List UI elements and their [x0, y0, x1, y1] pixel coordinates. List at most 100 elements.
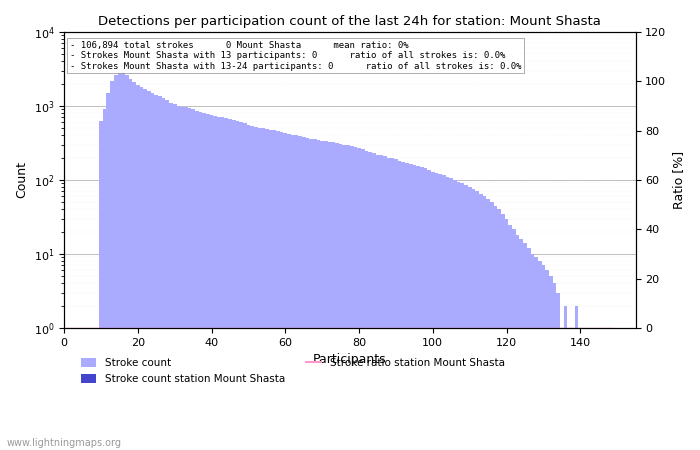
- Bar: [531, 254, 534, 450]
- Bar: [140, 87, 143, 450]
- Bar: [225, 118, 228, 450]
- Bar: [162, 98, 165, 450]
- Bar: [287, 134, 290, 450]
- Bar: [342, 144, 346, 450]
- Bar: [578, 328, 582, 450]
- Bar: [420, 167, 424, 450]
- Bar: [346, 145, 350, 450]
- Bar: [284, 133, 287, 450]
- Bar: [350, 146, 354, 450]
- Bar: [538, 261, 542, 450]
- Bar: [552, 284, 557, 450]
- Bar: [114, 75, 118, 450]
- Title: Detections per participation count of the last 24h for station: Mount Shasta: Detections per participation count of th…: [99, 15, 601, 28]
- Bar: [542, 266, 545, 450]
- Bar: [321, 141, 324, 450]
- Bar: [560, 328, 564, 450]
- Bar: [372, 153, 376, 450]
- Bar: [582, 328, 586, 450]
- Bar: [427, 170, 431, 450]
- Bar: [147, 91, 150, 450]
- Bar: [461, 183, 464, 450]
- Bar: [508, 225, 512, 450]
- Bar: [295, 135, 298, 450]
- Bar: [158, 96, 162, 450]
- Bar: [298, 136, 302, 450]
- Bar: [121, 72, 125, 450]
- Text: www.lightningmaps.org: www.lightningmaps.org: [7, 437, 122, 447]
- Bar: [110, 81, 114, 450]
- Bar: [512, 229, 516, 450]
- Bar: [272, 130, 276, 450]
- Bar: [376, 155, 379, 450]
- Bar: [571, 328, 575, 450]
- Bar: [118, 73, 121, 450]
- Bar: [235, 122, 239, 450]
- Stroke ratio station Mount Shasta: [347, 325, 356, 331]
- Bar: [475, 191, 479, 450]
- Bar: [549, 276, 552, 450]
- Stroke ratio station Mount Shasta: [370, 325, 378, 331]
- Bar: [217, 117, 220, 450]
- Bar: [261, 128, 265, 450]
- Bar: [402, 162, 405, 450]
- Stroke ratio station Mount Shasta: [513, 325, 522, 331]
- Bar: [379, 155, 383, 450]
- Bar: [556, 292, 560, 450]
- Bar: [519, 239, 523, 450]
- Bar: [497, 209, 501, 450]
- Bar: [106, 93, 110, 450]
- Bar: [438, 174, 442, 450]
- Bar: [103, 109, 106, 450]
- Bar: [309, 139, 313, 450]
- Bar: [125, 75, 129, 450]
- Bar: [302, 137, 306, 450]
- Bar: [494, 206, 497, 450]
- Bar: [173, 104, 176, 450]
- Bar: [409, 164, 412, 450]
- Bar: [449, 178, 453, 450]
- Bar: [516, 235, 519, 450]
- Bar: [398, 161, 402, 450]
- Bar: [472, 189, 475, 450]
- Bar: [155, 95, 158, 450]
- Bar: [184, 107, 188, 450]
- Bar: [191, 109, 195, 450]
- Bar: [265, 129, 269, 450]
- Bar: [150, 93, 155, 450]
- Bar: [416, 166, 420, 450]
- Bar: [258, 128, 261, 450]
- Bar: [534, 257, 538, 450]
- Bar: [394, 159, 398, 450]
- Bar: [243, 123, 246, 450]
- Bar: [361, 148, 365, 450]
- Bar: [482, 196, 486, 450]
- Bar: [468, 187, 472, 450]
- Bar: [202, 113, 206, 450]
- Bar: [357, 148, 361, 450]
- Bar: [354, 147, 357, 450]
- Bar: [383, 156, 386, 450]
- Bar: [269, 130, 272, 450]
- Bar: [386, 158, 391, 450]
- Bar: [206, 113, 210, 450]
- Bar: [144, 89, 147, 450]
- Bar: [464, 185, 468, 450]
- Bar: [331, 142, 335, 450]
- Bar: [505, 219, 508, 450]
- Bar: [136, 86, 140, 450]
- Bar: [180, 107, 184, 450]
- Bar: [276, 131, 280, 450]
- Bar: [435, 173, 438, 450]
- Bar: [313, 139, 316, 450]
- Bar: [501, 214, 505, 450]
- Bar: [486, 199, 490, 450]
- Bar: [228, 119, 232, 450]
- Bar: [316, 140, 321, 450]
- Bar: [368, 152, 372, 450]
- Bar: [527, 248, 531, 450]
- Bar: [453, 180, 457, 450]
- Bar: [412, 165, 416, 450]
- Bar: [214, 116, 217, 450]
- Bar: [564, 306, 568, 450]
